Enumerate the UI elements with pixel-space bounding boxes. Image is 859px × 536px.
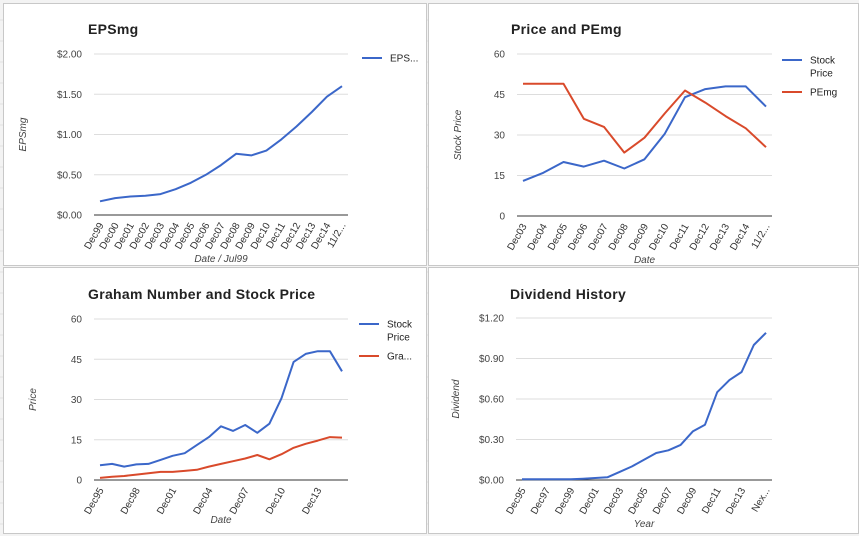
y-tick-label: 60: [71, 315, 83, 326]
chart-panel-graham-number[interactable]: Graham Number and Stock Price 0 15 30 45 60 De…: [3, 267, 427, 534]
x-tick-label: 11/2...: [750, 222, 773, 251]
y-tick-label: 60: [494, 50, 506, 61]
y-tick-label: $0.50: [57, 170, 82, 181]
y-tick-label: $0.00: [479, 476, 504, 487]
epsmg-title: EPSmg: [88, 21, 139, 37]
x-axis-label: Year: [634, 519, 655, 530]
series-line-pemg[interactable]: [523, 82, 767, 154]
x-tick-label: Dec10: [647, 222, 671, 253]
x-tick-label: Dec95: [505, 486, 529, 517]
y-tick-label: $0.00: [57, 211, 82, 222]
y-tick-label: 45: [71, 355, 83, 366]
x-tick-label: Dec11: [700, 486, 724, 516]
x-tick-label: Dec98: [119, 486, 143, 517]
legend-label: EPS...: [390, 54, 418, 65]
graham-number-and-stock-price-title: Graham Number and Stock Price: [88, 286, 315, 302]
y-axis-label: Stock Price: [453, 109, 464, 160]
x-axis-label: Date / Jul99: [194, 254, 248, 265]
chart-panel-price-pemg[interactable]: Price and PEmg 0 15 30 45 60 Dec03 Dec04 Dec05 De…: [428, 3, 859, 266]
series-line-series-0[interactable]: [522, 332, 767, 481]
y-tick-label: 45: [494, 90, 506, 101]
legend-label: PEmg: [810, 88, 837, 99]
price-pemg-chart: Price and PEmg015304560Dec03Dec04Dec05De…: [453, 21, 837, 266]
dividend-history-title: Dividend History: [510, 286, 626, 302]
y-tick-label: 15: [71, 435, 83, 446]
x-tick-label: Dec99: [553, 486, 577, 517]
x-tick-label: Dec07: [228, 486, 252, 517]
y-tick-label: 30: [494, 131, 506, 142]
y-tick-label: 0: [76, 476, 82, 487]
legend-label: Stock Price: [810, 56, 836, 80]
y-tick-label: $0.60: [479, 395, 504, 406]
y-axis-label: Dividend: [451, 379, 462, 418]
epsmg-chart: EPSmg$0.00$0.50$1.00$1.50$2.00Dec99Dec00…: [18, 21, 418, 265]
x-tick-label: Dec09: [675, 486, 699, 517]
x-axis-label: Date: [634, 255, 656, 266]
y-axis-label: EPSmg: [18, 117, 29, 151]
x-tick-label: Dec97: [529, 486, 553, 517]
x-tick-label: Dec14: [728, 222, 752, 253]
y-tick-label: $1.50: [57, 90, 82, 101]
x-tick-label: Dec03: [602, 486, 626, 517]
legend-label: Stock Price: [387, 320, 413, 344]
dividend-history-chart: Dividend History $0.00 $0.30 $0.60 $0.90 $1.2…: [451, 286, 773, 530]
x-tick-label: Dec01: [155, 486, 179, 517]
x-tick-label: Dec01: [578, 486, 602, 517]
series-line-eps[interactable]: [99, 85, 343, 203]
x-tick-label: Dec95: [83, 486, 107, 517]
series-line-stock-price[interactable]: [522, 85, 767, 182]
graham-number-chart: Graham Number and Stock Price 0 15 30 45 60 De…: [28, 286, 413, 526]
x-tick-label: Dec13: [300, 486, 324, 517]
x-tick-label: Nex...: [750, 486, 773, 514]
y-tick-label: 15: [494, 171, 506, 182]
y-tick-label: $2.00: [57, 50, 82, 61]
chart-panel-dividend-history[interactable]: Dividend History $0.00 $0.30 $0.60 $0.90 $1.2…: [428, 267, 859, 534]
y-tick-label: 30: [71, 395, 83, 406]
legend-label: Gra...: [387, 352, 412, 363]
y-tick-label: $1.20: [479, 314, 504, 325]
y-tick-label: 0: [499, 212, 505, 223]
chart-panel-epsmg[interactable]: EPSmg $0.00 $0.50 $1.00 $1.50 $2.00 Dec99 Dec00…: [3, 3, 427, 266]
x-tick-label: Dec04: [192, 486, 216, 517]
x-tick-label: Dec13: [724, 486, 748, 517]
price-and-pemg-title: Price and PEmg: [511, 21, 622, 37]
series-line-stock-price[interactable]: [99, 350, 343, 468]
y-axis-label: Price: [28, 388, 39, 411]
x-axis-label: Date: [210, 515, 232, 526]
x-tick-label: Dec05: [627, 486, 651, 517]
x-tick-label: Dec07: [651, 486, 675, 517]
x-tick-label: Dec10: [264, 486, 288, 517]
y-tick-label: $1.00: [57, 130, 82, 141]
series-line-gra[interactable]: [99, 436, 343, 479]
y-tick-label: $0.30: [479, 435, 504, 446]
y-tick-label: $0.90: [479, 354, 504, 365]
